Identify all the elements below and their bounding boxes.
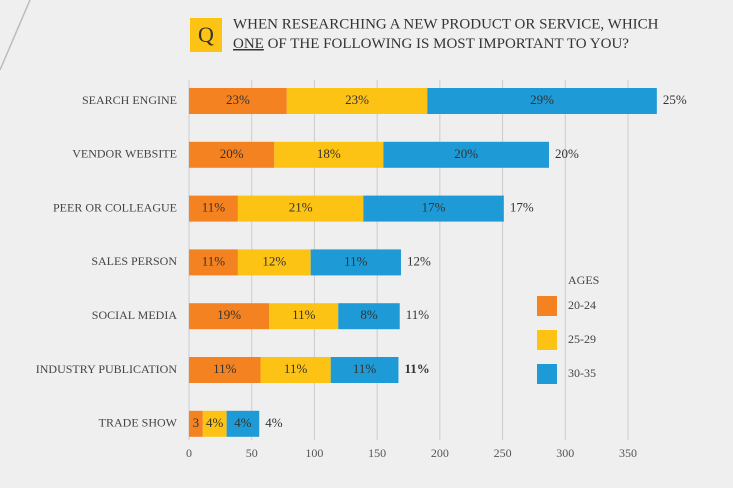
x-tick-label: 50 — [246, 446, 258, 460]
bar-segment — [427, 88, 657, 114]
segment-label: 11% — [292, 307, 316, 322]
bar-segment — [189, 410, 203, 437]
x-tick-label: 200 — [431, 446, 449, 460]
bar-segment — [226, 410, 260, 437]
bar-segment — [237, 249, 311, 276]
category-label: INDUSTRY PUBLICATION — [36, 362, 178, 376]
total-label: 12% — [407, 253, 431, 268]
x-tick-label: 300 — [556, 446, 574, 460]
segment-label: 4% — [234, 415, 252, 430]
title-line: ONE OF THE FOLLOWING IS MOST IMPORTANT T… — [233, 36, 629, 52]
legend-title: AGES — [568, 273, 599, 287]
bar-segment — [274, 141, 384, 168]
x-tick-label: 350 — [619, 446, 637, 460]
segment-label: 19% — [217, 307, 241, 322]
badge-box — [190, 18, 222, 52]
segment-label: 20% — [220, 146, 244, 161]
segment-label: 18% — [317, 146, 341, 161]
legend-label: 25-29 — [568, 332, 596, 346]
bar-segment — [189, 357, 261, 383]
category-label: SEARCH ENGINE — [82, 93, 177, 107]
x-tick-label: 150 — [368, 446, 386, 460]
legend-swatch — [537, 364, 557, 384]
decor-line — [0, 0, 31, 71]
title-emphasis: ONE — [233, 36, 264, 52]
category-label: SOCIAL MEDIA — [92, 308, 178, 322]
title-rest: OF THE FOLLOWING IS MOST IMPORTANT TO YO… — [268, 36, 630, 52]
bar-segment — [237, 195, 364, 222]
segment-label: 11% — [344, 253, 368, 268]
category-label: PEER OR COLLEAGUE — [53, 200, 177, 214]
legend-label: 30-35 — [568, 366, 596, 380]
category-label: VENDOR WEBSITE — [72, 147, 177, 161]
bar-segment — [189, 88, 287, 114]
total-label: 17% — [510, 200, 534, 215]
x-tick-label: 100 — [305, 446, 323, 460]
segment-label: 20% — [454, 146, 478, 161]
segment-label: 11% — [284, 361, 308, 376]
segment-label: 11% — [202, 200, 226, 215]
total-label: 11% — [406, 307, 430, 322]
segment-label: 23% — [345, 92, 369, 107]
segment-label: 4% — [206, 415, 224, 430]
legend-label: 20-24 — [568, 298, 596, 312]
segment-label: 8% — [360, 307, 378, 322]
segment-label: 12% — [262, 253, 286, 268]
legend-swatch — [537, 296, 557, 316]
segment-label: 21% — [289, 200, 313, 215]
category-label: TRADE SHOW — [99, 416, 178, 430]
x-tick-label: 0 — [186, 446, 192, 460]
total-label: 20% — [555, 146, 579, 161]
segment-label: 11% — [353, 361, 377, 376]
title-line: WHEN RESEARCHING A NEW PRODUCT OR SERVIC… — [233, 16, 659, 32]
segment-label: 29% — [530, 92, 554, 107]
segment-label: 11% — [202, 253, 226, 268]
total-label: 11% — [404, 361, 429, 376]
x-tick-label: 250 — [494, 446, 512, 460]
bar-segment — [189, 141, 275, 168]
segment-label: 3 — [193, 415, 200, 430]
bar-segment — [338, 303, 400, 330]
total-label: 4% — [265, 415, 283, 430]
bar-segment — [383, 141, 549, 168]
segment-label: 17% — [422, 200, 446, 215]
badge: Q — [198, 22, 214, 47]
legend-swatch — [537, 330, 557, 350]
bar-segment — [286, 88, 428, 114]
bar-segment — [310, 249, 401, 276]
bar-segment — [202, 410, 227, 437]
bar-segment — [269, 303, 339, 330]
bar-segment — [330, 357, 399, 383]
bar-segment — [260, 357, 331, 383]
segment-label: 23% — [226, 92, 250, 107]
segment-label: 11% — [213, 361, 237, 376]
bar-segment — [189, 303, 270, 330]
bar-segment — [189, 249, 238, 276]
category-label: SALES PERSON — [91, 254, 177, 268]
bar-segment — [363, 195, 504, 222]
bar-segment — [189, 195, 238, 222]
total-label: 25% — [663, 92, 687, 107]
